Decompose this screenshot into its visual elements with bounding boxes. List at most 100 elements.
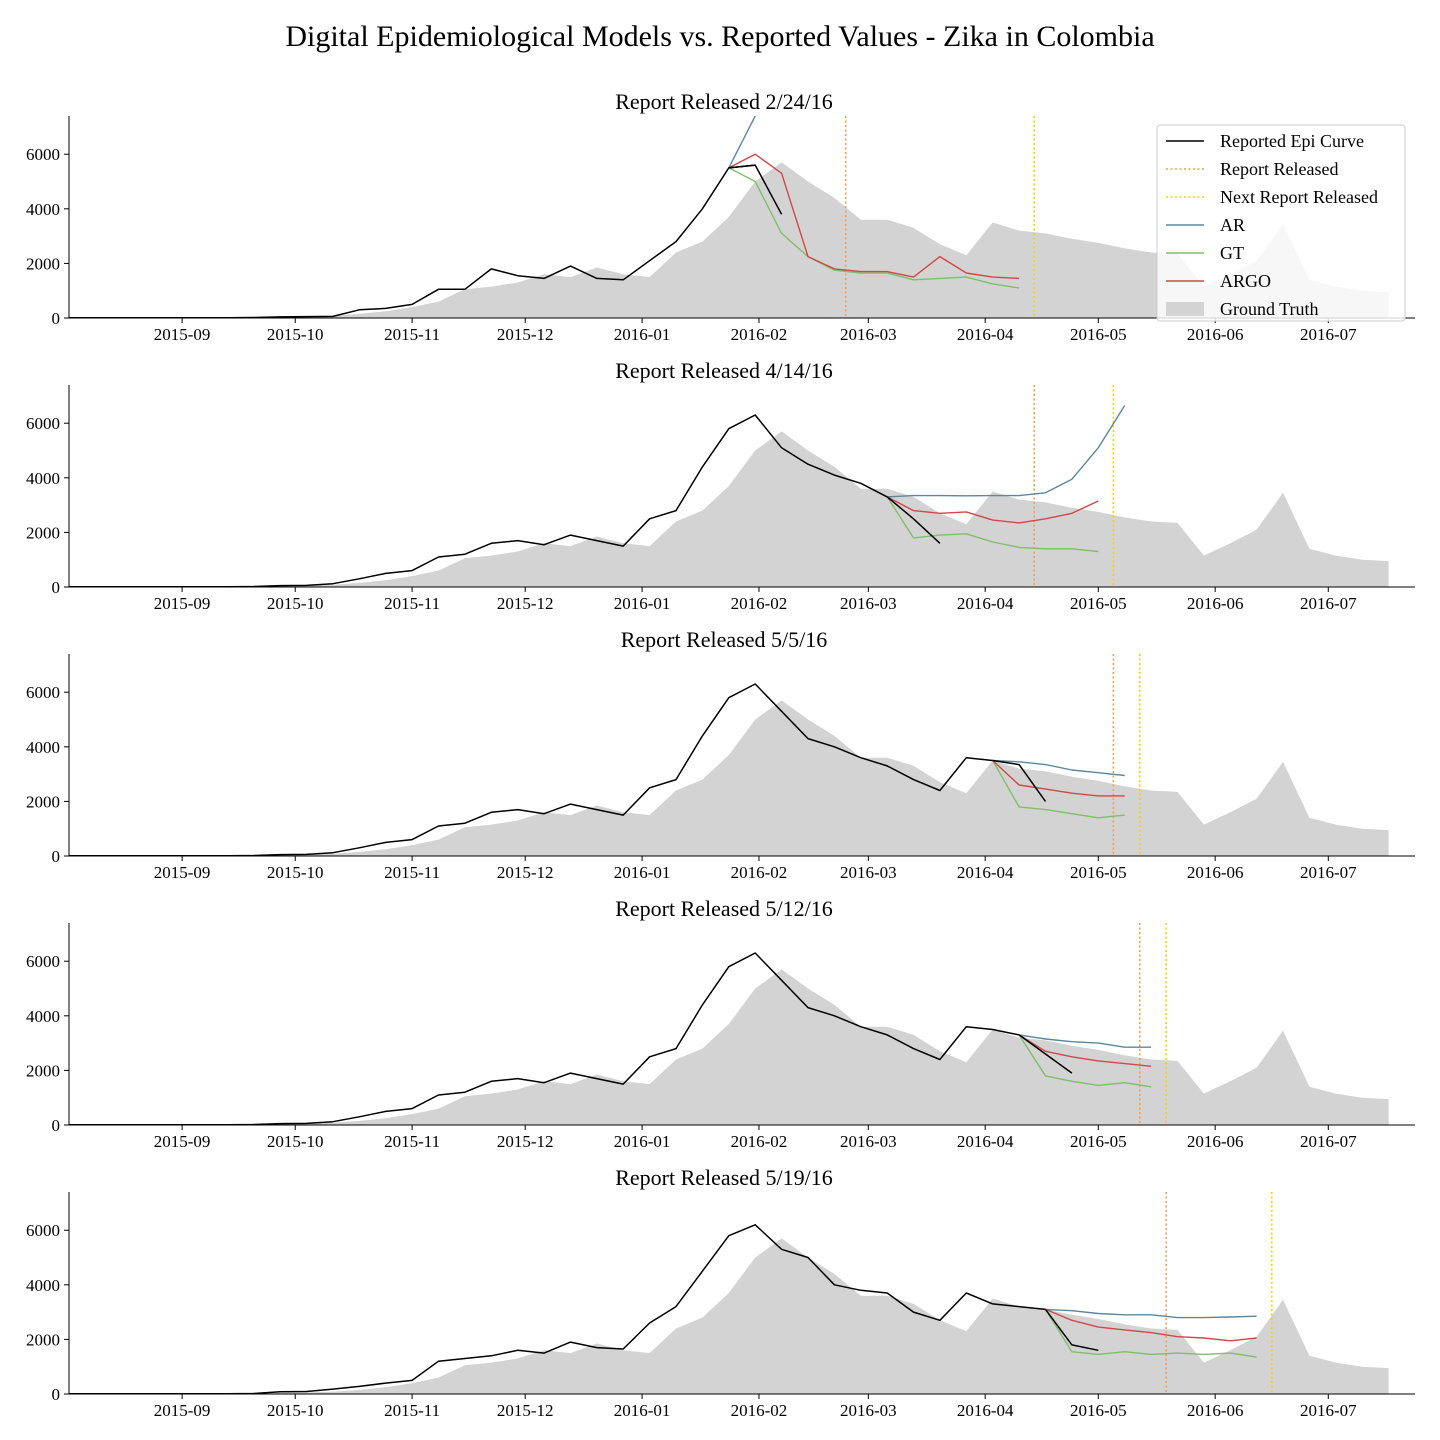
panel-3: 0 2000 4000 6000 2015-09 2015-10 2015-11 2015-1…	[26, 627, 1415, 882]
y-tick-label: 4000	[26, 1276, 60, 1295]
argo-series-line	[728, 153, 1020, 280]
x-tick-label: 2015-11	[384, 863, 440, 882]
x-tick-label: 2016-02	[731, 1132, 788, 1151]
ground-truth-area	[69, 1238, 1389, 1394]
x-tick-label: 2016-01	[614, 325, 671, 344]
x-tick-label: 2015-11	[384, 1401, 440, 1420]
x-tick-label: 2016-06	[1187, 1132, 1244, 1151]
x-tick-label: 2015-12	[497, 325, 554, 344]
argo-series-line	[886, 496, 1099, 524]
y-tick-label: 2000	[26, 1330, 60, 1349]
argo-series-line	[1018, 1034, 1152, 1067]
x-tick-label: 2015-12	[497, 863, 554, 882]
x-tick-label: 2015-11	[384, 325, 440, 344]
x-tick-label: 2016-01	[614, 1401, 671, 1420]
x-tick-label: 2016-03	[840, 1401, 897, 1420]
x-tick-label: 2015-12	[497, 1401, 554, 1420]
panel-title: Report Released 5/5/16	[621, 627, 828, 652]
legend-item-ar: AR	[1166, 215, 1245, 235]
legend-item-gt: GT	[1166, 243, 1244, 263]
legend-swatch	[1166, 302, 1204, 316]
x-tick-label: 2015-09	[154, 1132, 211, 1151]
legend-label: Reported Epi Curve	[1220, 131, 1364, 151]
chart-title: Digital Epidemiological Models vs. Repor…	[285, 20, 1155, 53]
ground-truth-area	[69, 969, 1389, 1125]
x-tick-label: 2016-05	[1070, 1401, 1127, 1420]
x-tick-label: 2015-12	[497, 1132, 554, 1151]
legend: Reported Epi Curve Report Released Next Re…	[1156, 124, 1406, 322]
y-tick-label: 2000	[26, 1061, 60, 1080]
x-tick-label: 2016-07	[1300, 863, 1357, 882]
x-tick-label: 2016-04	[957, 1132, 1014, 1151]
y-tick-label: 0	[52, 847, 61, 866]
ar-series-line	[1045, 1308, 1257, 1319]
x-tick-label: 2016-04	[957, 325, 1014, 344]
panel-title: Report Released 5/12/16	[615, 896, 833, 921]
x-tick-label: 2015-10	[267, 594, 324, 613]
legend-label: Next Report Released	[1220, 187, 1378, 207]
y-tick-label: 0	[52, 1385, 61, 1404]
x-tick-label: 2015-09	[154, 325, 211, 344]
y-tick-label: 6000	[26, 414, 60, 433]
ground-truth-area	[69, 431, 1389, 587]
panel-5: 0 2000 4000 6000 2015-09 2015-10 2015-11 2015-1…	[26, 1165, 1415, 1420]
ground-truth-area	[69, 162, 1389, 318]
x-tick-label: 2016-01	[614, 594, 671, 613]
legend-item-reported: Reported Epi Curve	[1166, 131, 1364, 151]
legend-box	[1156, 124, 1406, 322]
x-tick-label: 2015-11	[384, 1132, 440, 1151]
gt-series-line	[728, 167, 1020, 289]
gt-series-line	[1018, 1034, 1152, 1088]
x-tick-label: 2016-03	[840, 594, 897, 613]
x-tick-label: 2016-07	[1300, 325, 1357, 344]
legend-label: ARGO	[1220, 271, 1271, 291]
x-tick-label: 2016-05	[1070, 863, 1127, 882]
legend-item-release: Report Released	[1166, 159, 1338, 179]
ar-series-line	[992, 759, 1125, 777]
reported-epi-curve-tail-line	[886, 496, 941, 544]
x-tick-label: 2016-02	[731, 863, 788, 882]
x-tick-label: 2016-04	[957, 863, 1014, 882]
gt-series-line	[1044, 1309, 1257, 1358]
reported-epi-curve-tail-line	[1044, 1308, 1099, 1352]
x-tick-label: 2016-06	[1187, 594, 1244, 613]
gt-series-line	[886, 496, 1099, 553]
x-tick-label: 2015-10	[267, 863, 324, 882]
ar-series-line	[728, 116, 756, 169]
panel-title: Report Released 2/24/16	[615, 89, 833, 114]
x-tick-label: 2016-03	[840, 863, 897, 882]
y-tick-label: 2000	[26, 254, 60, 273]
x-tick-label: 2016-05	[1070, 325, 1127, 344]
x-tick-label: 2016-03	[840, 1132, 897, 1151]
x-tick-label: 2016-06	[1187, 863, 1244, 882]
x-tick-label: 2016-01	[614, 1132, 671, 1151]
x-tick-label: 2015-09	[154, 863, 211, 882]
y-tick-label: 6000	[26, 1221, 60, 1240]
x-tick-label: 2016-01	[614, 863, 671, 882]
y-tick-label: 4000	[26, 200, 60, 219]
legend-label: Ground Truth	[1220, 299, 1319, 319]
x-tick-label: 2016-02	[731, 1401, 788, 1420]
x-tick-label: 2015-10	[267, 1401, 324, 1420]
panel-2: 0 2000 4000 6000 2015-09 2015-10 2015-11 2015-1…	[26, 358, 1415, 613]
ar-series-line	[1018, 1034, 1152, 1048]
x-tick-label: 2016-04	[957, 594, 1014, 613]
y-tick-label: 6000	[26, 145, 60, 164]
y-tick-label: 6000	[26, 952, 60, 971]
legend-item-truth: Ground Truth	[1166, 299, 1319, 319]
x-tick-label: 2016-07	[1300, 1132, 1357, 1151]
y-tick-label: 0	[52, 309, 61, 328]
argo-series-line	[992, 759, 1125, 797]
x-tick-label: 2015-10	[267, 1132, 324, 1151]
x-tick-label: 2016-03	[840, 325, 897, 344]
panel-1: 0 2000 4000 6000 2015-09 2015-10 2015-11 2015-1…	[26, 89, 1415, 344]
y-tick-label: 4000	[26, 469, 60, 488]
x-tick-label: 2015-09	[154, 594, 211, 613]
legend-label: Report Released	[1220, 159, 1338, 179]
y-tick-label: 2000	[26, 523, 60, 542]
legend-label: AR	[1220, 215, 1245, 235]
reported-epi-curve-tail-line	[1018, 1034, 1073, 1074]
x-tick-label: 2016-02	[731, 325, 788, 344]
x-tick-label: 2016-04	[957, 1401, 1014, 1420]
